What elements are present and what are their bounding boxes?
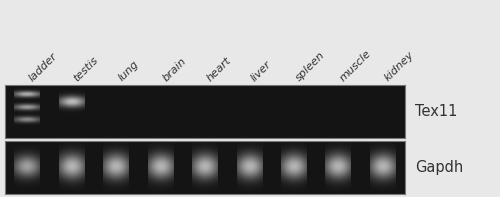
Text: liver: liver (250, 59, 274, 83)
Text: heart: heart (205, 55, 233, 83)
Text: Tex11: Tex11 (415, 104, 458, 119)
Text: muscle: muscle (338, 48, 374, 83)
Text: ladder: ladder (27, 51, 60, 83)
Text: Gapdh: Gapdh (415, 160, 464, 175)
Text: spleen: spleen (294, 50, 327, 83)
Text: kidney: kidney (383, 50, 416, 83)
Text: brain: brain (160, 56, 188, 83)
Text: lung: lung (116, 59, 140, 83)
Text: testis: testis (72, 55, 100, 83)
